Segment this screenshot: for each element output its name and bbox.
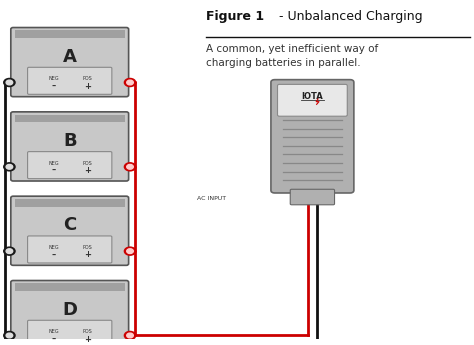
- Text: NEG: NEG: [48, 160, 59, 166]
- Text: NEG: NEG: [48, 329, 59, 334]
- Circle shape: [127, 165, 133, 169]
- FancyBboxPatch shape: [27, 320, 112, 345]
- Circle shape: [6, 165, 13, 169]
- Circle shape: [127, 333, 133, 338]
- Text: –: –: [51, 250, 55, 259]
- Text: POS: POS: [83, 160, 92, 166]
- Circle shape: [6, 80, 13, 85]
- Circle shape: [127, 80, 133, 85]
- Text: POS: POS: [83, 329, 92, 334]
- Bar: [15, 115, 125, 122]
- Circle shape: [6, 333, 13, 338]
- FancyBboxPatch shape: [27, 67, 112, 94]
- FancyBboxPatch shape: [11, 280, 128, 345]
- Circle shape: [6, 249, 13, 254]
- Text: NEG: NEG: [48, 76, 59, 81]
- Circle shape: [124, 332, 136, 339]
- Circle shape: [4, 78, 15, 87]
- Circle shape: [4, 163, 15, 171]
- Text: +: +: [84, 335, 91, 344]
- Circle shape: [124, 163, 136, 171]
- Text: –: –: [51, 166, 55, 175]
- Text: POS: POS: [83, 245, 92, 250]
- Circle shape: [4, 332, 15, 339]
- FancyBboxPatch shape: [11, 28, 128, 97]
- Text: +: +: [84, 250, 91, 259]
- FancyBboxPatch shape: [290, 189, 335, 205]
- Circle shape: [124, 78, 136, 87]
- Text: –: –: [51, 82, 55, 91]
- Text: A common, yet inefficient way of
charging batteries in parallel.: A common, yet inefficient way of chargin…: [206, 43, 379, 68]
- Text: NEG: NEG: [48, 245, 59, 250]
- Text: POS: POS: [83, 76, 92, 81]
- FancyBboxPatch shape: [11, 196, 128, 265]
- Circle shape: [124, 247, 136, 255]
- Text: - Unbalanced Charging: - Unbalanced Charging: [275, 10, 422, 23]
- Text: A: A: [63, 48, 77, 66]
- FancyBboxPatch shape: [277, 85, 347, 116]
- Bar: [15, 30, 125, 38]
- Bar: [15, 199, 125, 207]
- Text: +: +: [84, 166, 91, 175]
- FancyBboxPatch shape: [11, 112, 128, 181]
- Circle shape: [127, 249, 133, 254]
- Circle shape: [4, 247, 15, 255]
- Text: IOTA: IOTA: [301, 92, 323, 101]
- Text: B: B: [63, 132, 76, 150]
- FancyBboxPatch shape: [27, 236, 112, 263]
- Bar: [15, 283, 125, 291]
- Text: C: C: [63, 217, 76, 235]
- FancyBboxPatch shape: [27, 151, 112, 179]
- Text: AC INPUT: AC INPUT: [197, 196, 226, 201]
- Text: –: –: [51, 335, 55, 344]
- Text: D: D: [62, 301, 77, 319]
- Text: +: +: [84, 82, 91, 91]
- Text: Figure 1: Figure 1: [206, 10, 264, 23]
- FancyBboxPatch shape: [271, 80, 354, 193]
